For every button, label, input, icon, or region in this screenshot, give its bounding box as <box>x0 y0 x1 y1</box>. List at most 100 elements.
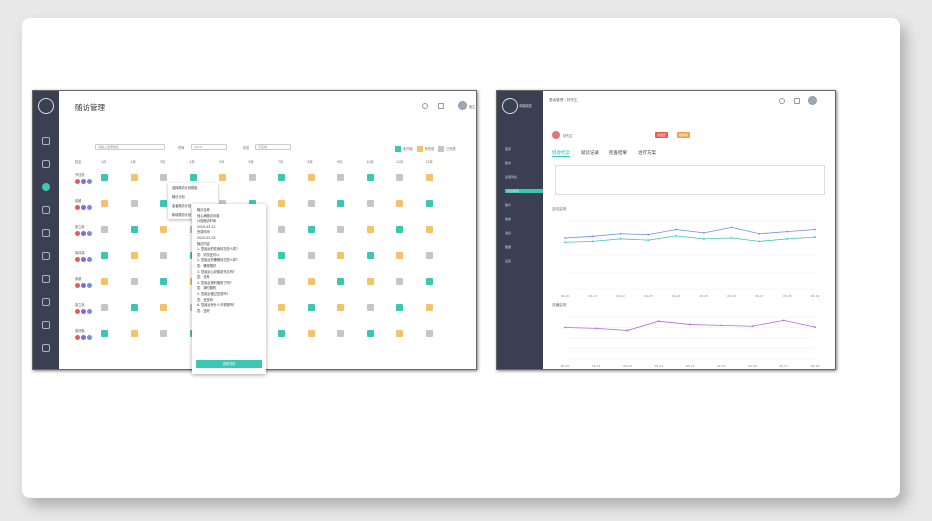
side-menu-item[interactable]: 设置 <box>505 259 512 263</box>
avatar[interactable] <box>458 101 467 110</box>
menu-item[interactable]: 新增随访计划 <box>172 213 192 217</box>
side-menu-item[interactable]: 数据 <box>505 245 512 249</box>
text-icon[interactable] <box>42 275 50 283</box>
followup-cell[interactable] <box>130 226 138 233</box>
followup-cell[interactable] <box>160 226 167 233</box>
followup-cell[interactable] <box>160 200 167 207</box>
followup-cell[interactable] <box>425 278 433 285</box>
list-icon[interactable] <box>42 229 50 237</box>
followup-cell[interactable] <box>101 330 108 337</box>
followup-cell[interactable] <box>307 278 315 285</box>
doc-icon[interactable] <box>42 252 50 260</box>
followup-cell[interactable] <box>101 226 108 233</box>
followup-cell[interactable] <box>278 200 285 207</box>
followup-cell[interactable] <box>101 200 108 207</box>
followup-cell[interactable] <box>396 226 403 233</box>
side-menu-item[interactable]: 档案 <box>505 217 512 221</box>
followup-cell[interactable] <box>337 278 344 285</box>
followup-cell[interactable] <box>130 304 138 311</box>
menu-item[interactable]: 随访计划 <box>172 195 185 199</box>
side-menu-item[interactable]: 消息 <box>505 231 512 235</box>
side-menu-item[interactable]: 首页 <box>505 147 512 151</box>
calendar-icon[interactable] <box>42 160 50 168</box>
followup-cell[interactable] <box>337 200 344 207</box>
side-menu-item[interactable]: 统计 <box>505 203 512 207</box>
search-icon[interactable] <box>422 103 428 109</box>
followup-cell[interactable] <box>396 304 403 311</box>
followup-cell[interactable] <box>396 174 403 181</box>
followup-cell[interactable] <box>248 174 256 181</box>
followup-cell[interactable] <box>307 226 315 233</box>
followup-cell[interactable] <box>130 174 138 181</box>
followup-cell[interactable] <box>160 278 167 285</box>
followup-cell[interactable] <box>160 252 167 259</box>
followup-cell[interactable] <box>130 200 138 207</box>
avatar[interactable] <box>808 96 817 105</box>
followup-cell[interactable] <box>337 252 344 259</box>
menu-item[interactable]: 患者随访计划 <box>172 204 192 208</box>
followup-cell[interactable] <box>101 174 108 181</box>
followup-cell[interactable] <box>366 174 374 181</box>
followup-cell[interactable] <box>337 174 344 181</box>
followup-cell[interactable] <box>337 330 344 337</box>
followup-cell[interactable] <box>396 252 403 259</box>
followup-cell[interactable] <box>278 330 285 337</box>
followup-cell[interactable] <box>366 330 374 337</box>
bell-icon[interactable] <box>794 98 800 104</box>
followup-cell[interactable] <box>101 304 108 311</box>
followup-cell[interactable] <box>396 200 403 207</box>
tab-treatment[interactable]: 治疗方案 <box>638 151 656 156</box>
followup-cell[interactable] <box>396 330 403 337</box>
followup-icon[interactable] <box>42 183 50 191</box>
followup-cell[interactable] <box>248 200 256 207</box>
filter-status-select[interactable]: 已完成 <box>255 144 291 150</box>
side-menu-item[interactable]: 待办事项 <box>505 189 543 193</box>
followup-cell[interactable] <box>425 330 433 337</box>
followup-cell[interactable] <box>425 226 433 233</box>
followup-cell[interactable] <box>366 226 374 233</box>
followup-cell[interactable] <box>130 252 138 259</box>
settings-icon[interactable] <box>42 344 50 352</box>
followup-cell[interactable] <box>366 200 374 207</box>
followup-cell[interactable] <box>425 252 433 259</box>
followup-cell[interactable] <box>425 174 433 181</box>
followup-cell[interactable] <box>307 174 315 181</box>
home-icon[interactable] <box>42 137 50 145</box>
followup-cell[interactable] <box>278 278 285 285</box>
followup-cell[interactable] <box>425 304 433 311</box>
followup-cell[interactable] <box>278 252 285 259</box>
followup-cell[interactable] <box>307 200 315 207</box>
followup-cell[interactable] <box>101 278 108 285</box>
tab-visits[interactable]: 就诊记录 <box>581 151 599 156</box>
upload-icon[interactable] <box>42 298 50 306</box>
followup-cell[interactable] <box>278 304 285 311</box>
followup-cell[interactable] <box>366 252 374 259</box>
search-icon[interactable] <box>779 98 785 104</box>
followup-cell[interactable] <box>337 304 344 311</box>
followup-cell[interactable] <box>396 278 403 285</box>
followup-cell[interactable] <box>278 226 285 233</box>
menu-item[interactable]: 选择随访计划模板 <box>172 186 198 190</box>
chart-icon[interactable] <box>42 321 50 329</box>
followup-cell[interactable] <box>160 330 167 337</box>
followup-cell[interactable] <box>307 304 315 311</box>
followup-cell[interactable] <box>366 278 374 285</box>
followup-cell[interactable] <box>130 278 138 285</box>
side-menu-item[interactable]: 随访 <box>505 161 512 165</box>
bell-icon[interactable] <box>438 103 444 109</box>
followup-cell[interactable] <box>366 304 374 311</box>
tab-records[interactable]: 健康档案 <box>552 151 570 157</box>
view-detail-button[interactable]: 查看详情 <box>196 360 262 368</box>
tab-exams[interactable]: 检查结果 <box>609 151 627 156</box>
followup-cell[interactable] <box>307 330 315 337</box>
followup-cell[interactable] <box>130 330 138 337</box>
side-menu-item[interactable]: 患者列表 <box>505 175 518 179</box>
followup-cell[interactable] <box>101 252 108 259</box>
followup-cell[interactable] <box>425 200 433 207</box>
followup-cell[interactable] <box>278 174 285 181</box>
play-icon[interactable] <box>42 206 50 214</box>
search-input[interactable]: 请输入患者姓名 <box>95 144 165 150</box>
followup-cell[interactable] <box>337 226 344 233</box>
followup-cell[interactable] <box>219 174 226 181</box>
followup-cell[interactable] <box>160 304 167 311</box>
